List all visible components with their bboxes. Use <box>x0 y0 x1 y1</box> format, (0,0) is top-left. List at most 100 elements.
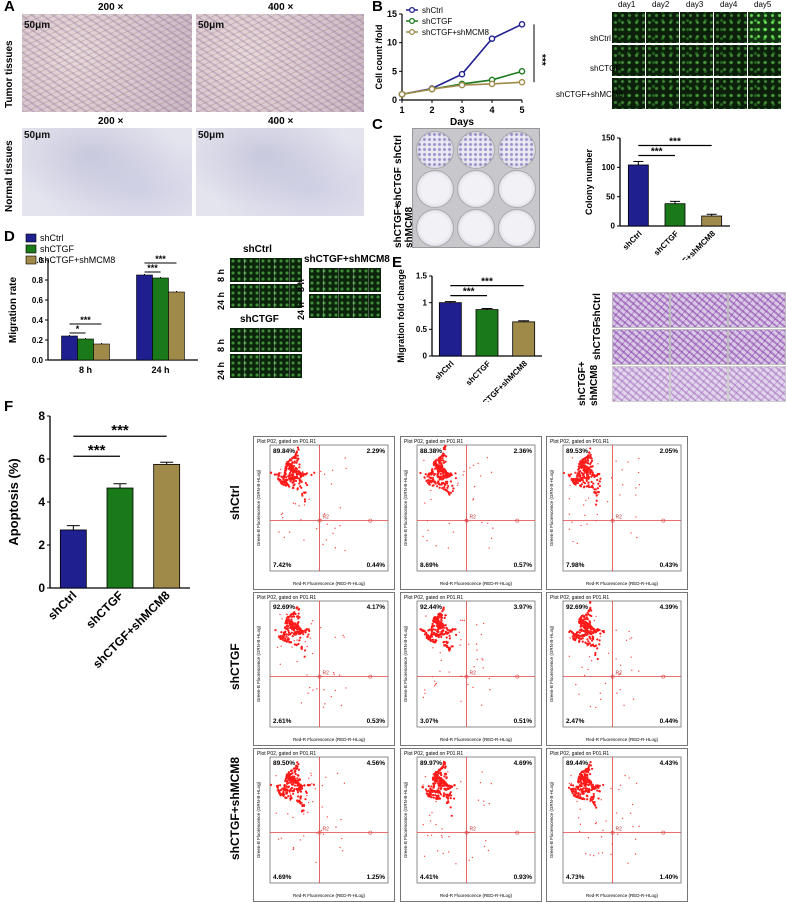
event-dot <box>582 633 585 637</box>
data-point <box>428 85 436 93</box>
event-dot <box>427 785 430 788</box>
event-dot <box>586 461 589 465</box>
event-dot <box>344 457 346 459</box>
quadrant-ll: 4.73% <box>566 874 585 881</box>
quadrant-lr: 0.93% <box>514 874 533 881</box>
event-dot <box>292 622 295 626</box>
gate-marker <box>515 674 520 679</box>
event-dot <box>584 629 587 632</box>
event-dot <box>591 636 594 640</box>
event-dot <box>446 486 449 489</box>
event-dot <box>428 638 431 641</box>
event-dot <box>304 798 307 801</box>
event-dot <box>298 471 301 474</box>
event-dot <box>311 782 313 785</box>
event-dot <box>437 790 441 793</box>
panel-label-d: D <box>4 228 15 245</box>
event-dot <box>431 790 434 793</box>
fluo-row-label-shctrl: shCtrl <box>590 34 611 43</box>
y-axis-label: Colony number <box>584 149 594 215</box>
event-dot <box>432 786 435 789</box>
event-dot <box>287 619 290 623</box>
event-dot <box>571 457 574 459</box>
event-dot <box>569 637 571 639</box>
scratch-label-shctgf: shCTGF <box>240 314 279 325</box>
event-dot <box>294 476 298 480</box>
event-dot <box>304 481 307 485</box>
event-dot <box>291 635 294 638</box>
flow-plot: Plot P02, gated on P01.R1 R2 89.84% 2.29% 7.… <box>253 436 395 590</box>
event-dot <box>584 641 587 644</box>
gate-marker <box>368 674 373 679</box>
fluorescence-image <box>748 45 781 76</box>
event-dot <box>580 476 583 480</box>
event-dot <box>287 813 289 815</box>
category-label: shCtrl <box>433 359 456 382</box>
event-dot <box>432 484 435 487</box>
flow-plot: Plot P02, gated on P01.R1 R2 89.53% 2.05% 7.… <box>546 436 688 590</box>
event-dot <box>590 788 593 792</box>
event-dot <box>322 543 324 546</box>
event-dot <box>430 630 433 634</box>
quadrant-ul: 89.97% <box>420 760 442 767</box>
event-dot <box>280 472 282 474</box>
event-dot <box>304 491 307 494</box>
quadrant-lr: 0.44% <box>660 718 679 725</box>
transwell-row-shctgf-plus: shCTGF+ <box>577 361 588 406</box>
event-dot <box>437 794 440 797</box>
event-dot <box>586 780 589 783</box>
plot-frame <box>562 444 682 572</box>
event-dot <box>599 692 602 694</box>
event-dot <box>571 792 574 795</box>
event-dot <box>490 782 493 785</box>
gate-marker <box>464 518 469 523</box>
event-dot <box>440 767 443 770</box>
event-dot <box>330 695 333 698</box>
event-dot <box>631 803 634 806</box>
event-dot <box>449 472 452 475</box>
event-dot <box>294 503 297 505</box>
event-dot <box>440 834 443 837</box>
event-dot <box>299 636 302 639</box>
scratch-label-shctrl: shCtrl <box>243 244 272 255</box>
y-tick-label: 0 <box>423 352 428 361</box>
fluorescence-image <box>612 78 645 109</box>
y-tick-label: 15 <box>387 9 397 19</box>
bar <box>664 203 686 227</box>
event-dot <box>583 784 586 787</box>
category-label: shCTGF <box>83 588 126 631</box>
event-dot <box>423 855 426 857</box>
event-dot <box>590 787 593 789</box>
gate-marker <box>515 830 520 835</box>
event-dot <box>445 795 448 798</box>
event-dot <box>435 624 438 628</box>
flow-title: Plot P02, gated on P01.R1 <box>257 595 316 601</box>
event-dot <box>595 629 598 632</box>
event-dot <box>432 782 435 785</box>
event-dot <box>344 549 346 552</box>
event-dot <box>582 614 585 616</box>
fluorescence-image <box>714 12 747 43</box>
event-dot <box>598 852 600 854</box>
bar <box>627 164 649 227</box>
event-dot <box>479 781 482 784</box>
event-dot <box>301 494 304 497</box>
event-dot <box>445 636 448 639</box>
event-dot <box>291 481 294 484</box>
flow-y-label: Green-B Fluorescence (GRN-B-HLog) <box>403 625 408 702</box>
event-dot <box>440 464 444 467</box>
y-tick-label: 4 <box>38 495 45 509</box>
event-dot <box>423 459 425 462</box>
event-dot <box>462 474 464 476</box>
event-dot <box>299 839 302 841</box>
gate-label: R2 <box>323 671 330 677</box>
event-dot <box>299 788 302 791</box>
flow-x-label: Red-R Fluorescence (RED-R-HLog) <box>293 581 366 586</box>
event-dot <box>442 459 445 462</box>
bar <box>153 463 181 589</box>
event-dot <box>442 792 446 795</box>
event-dot <box>295 615 299 618</box>
event-dot <box>449 474 452 477</box>
event-dot <box>572 637 575 640</box>
